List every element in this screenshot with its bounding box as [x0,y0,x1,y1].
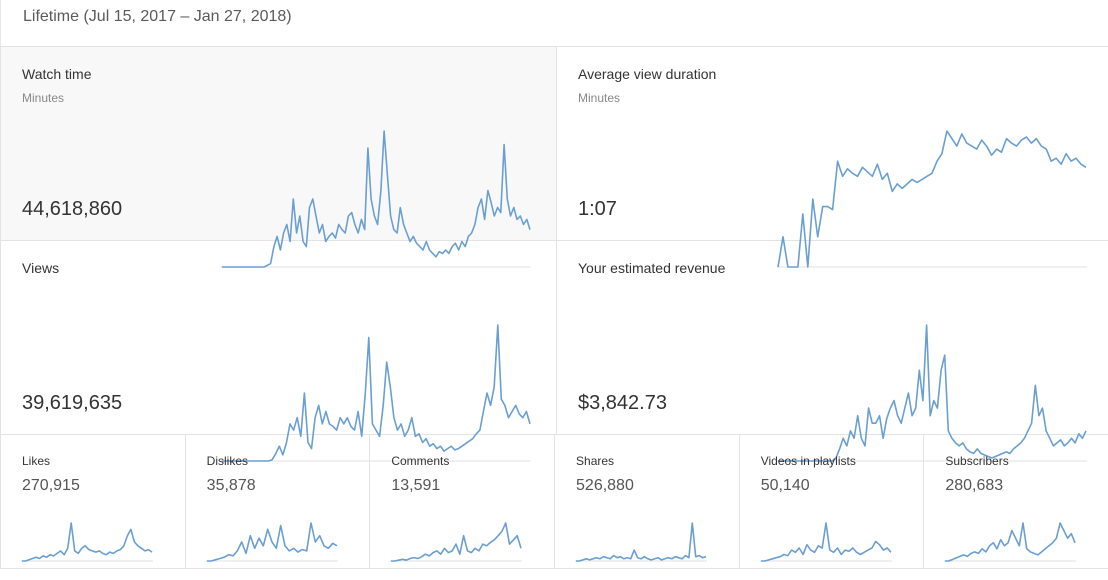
big-metrics-row-2: Views 39,619,635 Your estimated revenue … [0,241,1108,462]
metric-title: Likes [22,454,51,468]
metric-value: 39,619,635 [22,392,123,414]
sparkline-series [222,324,531,462]
sparkline-series [206,522,338,562]
metric-title: Average view duration [578,66,717,82]
date-range-header: Lifetime (Jul 15, 2017 – Jan 27, 2018) [0,0,1108,47]
metric-title: Subscribers [945,454,1009,468]
sparkline-series [777,130,1087,268]
metric-value: 44,618,860 [22,198,123,220]
metric-card-shares[interactable]: Shares 526,880 [554,435,739,568]
metric-value: 35,878 [206,477,256,494]
date-range-label: Lifetime (Jul 15, 2017 – Jan 27, 2018) [23,8,292,25]
metric-card-average-view-duration[interactable]: Average view duration Minutes 1:07 [556,47,1108,268]
views-sparkline [221,324,531,462]
metric-value: 270,915 [22,477,80,494]
sparkline-series [576,522,707,562]
estimated-revenue-sparkline [777,324,1087,462]
sparkline-series [778,324,1087,462]
metric-title: Shares [576,454,615,468]
sparkline-series [945,522,1077,562]
sparkline-series [391,522,523,562]
watch-time-sparkline [221,130,531,268]
sparkline-series [760,522,892,562]
metric-title: Videos in playlists [760,454,856,468]
metric-subtitle: Minutes [22,91,65,105]
sparkline-series [22,522,153,562]
metric-title: Comments [391,454,450,468]
dislikes-sparkline [205,522,338,562]
metric-title: Your estimated revenue [578,260,726,276]
metric-value: 526,880 [576,477,634,494]
comments-sparkline [390,522,523,562]
shares-sparkline [575,522,708,562]
metric-value: 13,591 [391,477,441,494]
small-metrics-row: Likes 270,915 Dislikes 35,878 Comments 1… [0,435,1108,569]
metric-title: Dislikes [206,454,249,468]
videos-in-playlists-sparkline [759,522,892,562]
metric-value: 280,683 [945,477,1004,494]
metric-value: 50,140 [760,477,810,494]
metric-subtitle: Minutes [578,91,621,105]
metric-card-subscribers[interactable]: Subscribers 280,683 [923,435,1108,568]
metric-title: Views [22,260,60,276]
metric-card-videos-in-playlists[interactable]: Videos in playlists 50,140 [738,435,924,568]
average-view-duration-sparkline [777,130,1087,268]
subscribers-sparkline [944,522,1077,562]
metric-card-estimated-revenue[interactable]: Your estimated revenue $3,842.73 [556,241,1108,462]
metric-value: $3,842.73 [578,392,667,414]
metric-card-comments[interactable]: Comments 13,591 [369,435,554,568]
metric-value: 1:07 [578,198,617,220]
sparkline-series [222,130,531,268]
metric-card-likes[interactable]: Likes 270,915 [0,435,185,568]
big-metrics-row-1: Watch time Minutes 44,618,860 Average vi… [0,47,1108,268]
metric-title: Watch time [22,66,92,82]
metric-card-watch-time[interactable]: Watch time Minutes 44,618,860 [0,47,556,268]
metric-card-views[interactable]: Views 39,619,635 [0,241,556,462]
metric-card-dislikes[interactable]: Dislikes 35,878 [184,435,370,568]
likes-sparkline [21,522,153,562]
metrics-grid: Watch time Minutes 44,618,860 Average vi… [0,47,1108,569]
